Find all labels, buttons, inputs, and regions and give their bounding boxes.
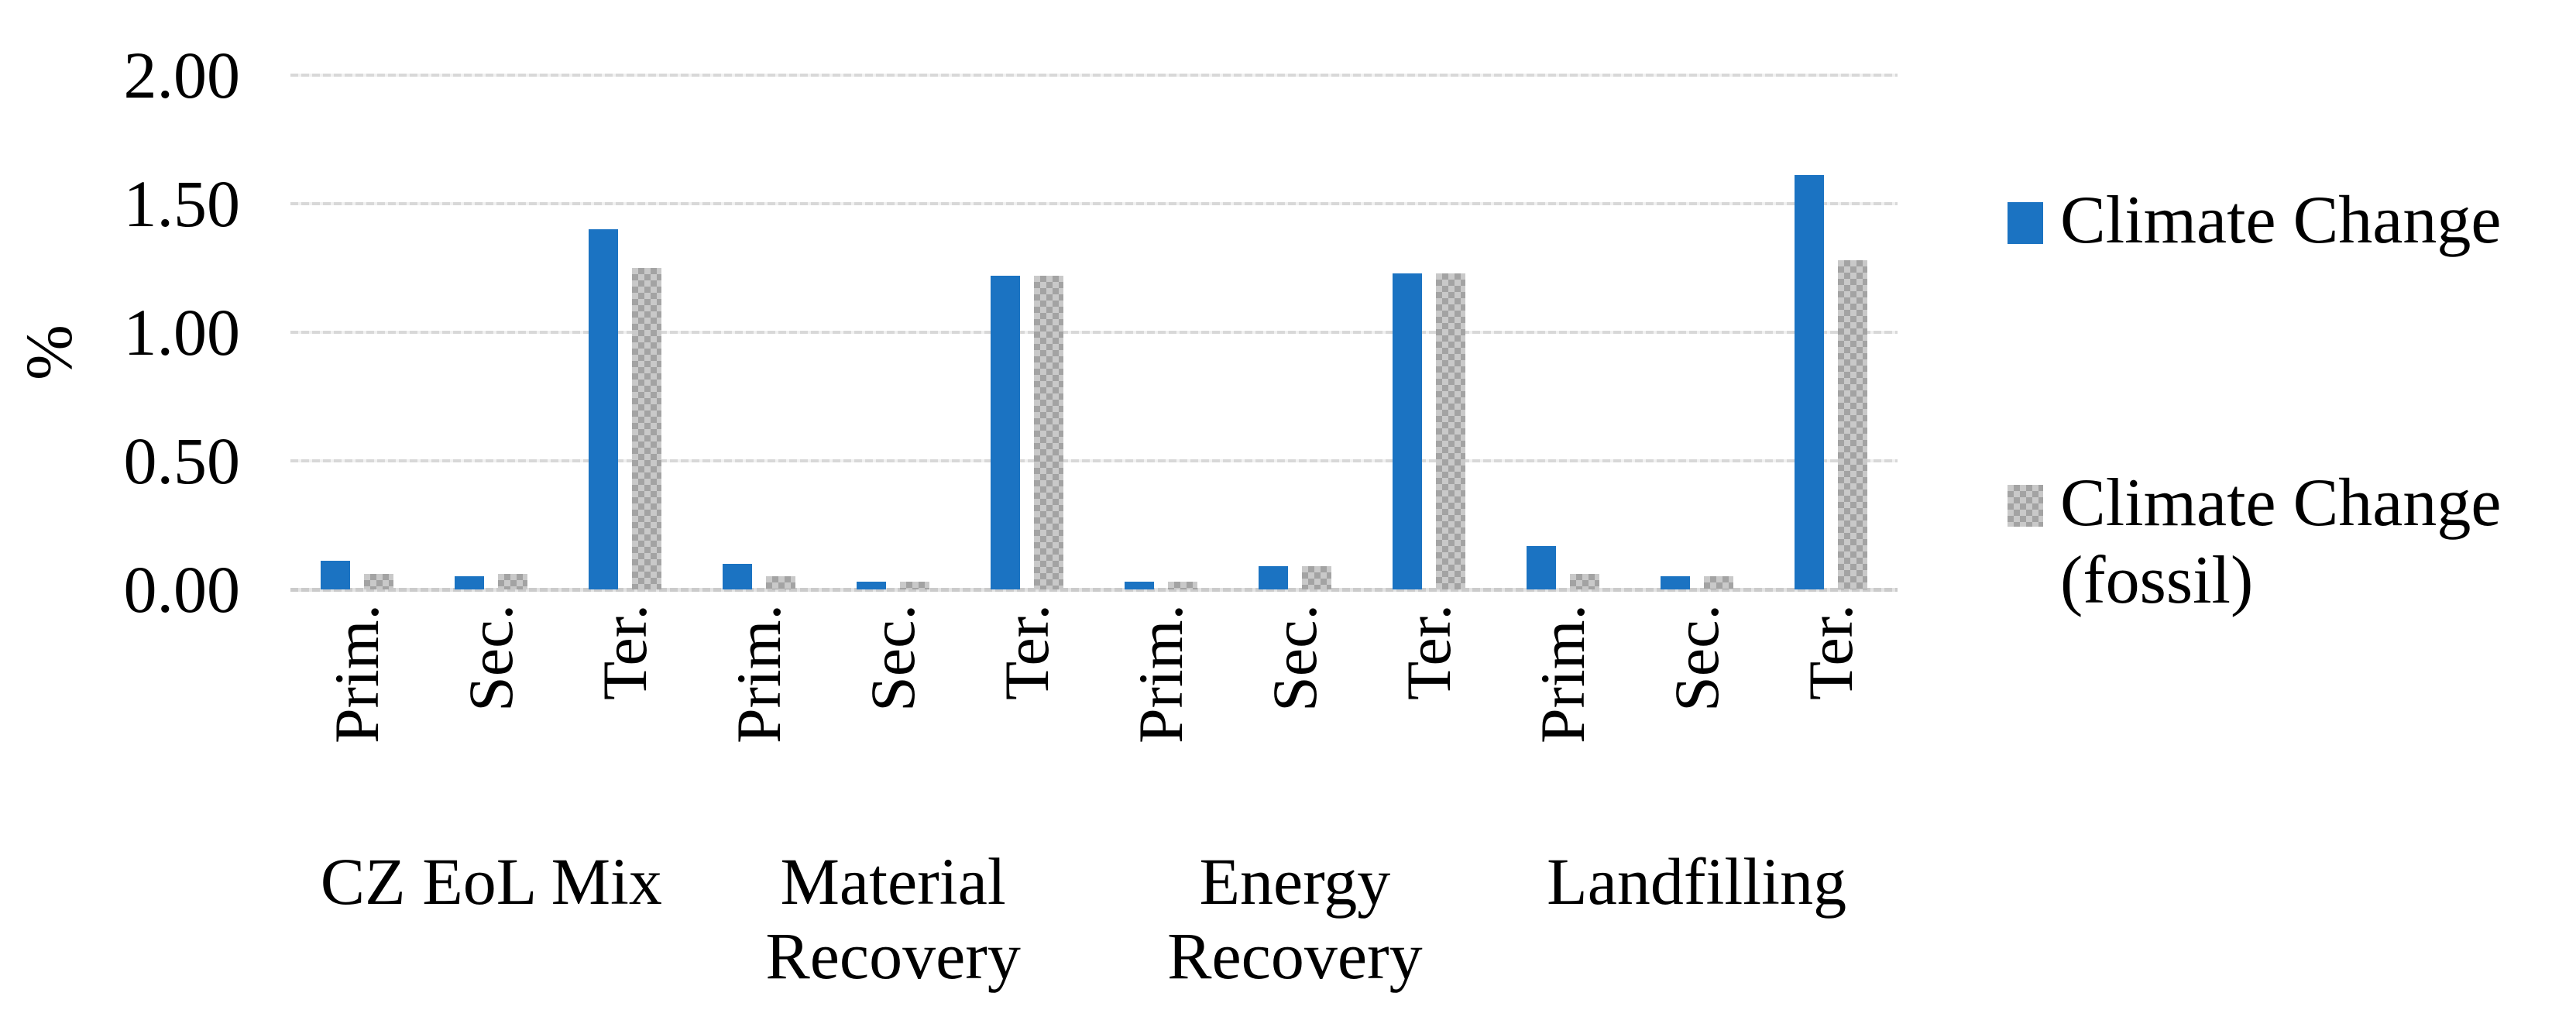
group-label-line: Material [780, 844, 1006, 919]
bar-climate-change-fossil-energy-recovery-prim [1167, 582, 1197, 589]
group-label-line: Recovery [765, 919, 1021, 993]
x-tick-landfilling-ter: Ter. [1795, 604, 1866, 701]
bar-climate-change-fossil-cz-eol-mix-ter [632, 268, 662, 589]
group-label-line: Energy [1199, 844, 1391, 919]
x-axis-line [290, 588, 1898, 592]
legend-label-climate-change: Climate Change [2060, 182, 2501, 259]
y-tick-label-1.50: 1.50 [123, 167, 241, 241]
x-tick-cz-eol-mix-prim: Prim. [321, 604, 393, 744]
group-label-line: CZ EoL Mix [320, 844, 662, 919]
bar-climate-change-material-recovery-prim [723, 564, 753, 589]
group-label-cz-eol-mix: CZ EoL Mix [243, 844, 739, 919]
group-label-material-recovery: Material Recovery [645, 844, 1141, 993]
gridline-0.50 [290, 459, 1898, 462]
x-tick-cz-eol-mix-ter: Ter. [589, 604, 661, 701]
y-tick-label-1.00: 1.00 [123, 295, 241, 369]
x-tick-landfilling-sec: Sec. [1661, 604, 1732, 712]
bar-climate-change-cz-eol-mix-ter [589, 229, 619, 589]
bar-climate-change-energy-recovery-sec [1258, 566, 1288, 589]
bar-climate-change-fossil-cz-eol-mix-prim [364, 574, 394, 589]
bar-climate-change-fossil-energy-recovery-ter [1435, 273, 1465, 589]
legend-entry-climate-change: Climate Change [2008, 182, 2501, 259]
gridline-1.00 [290, 331, 1898, 334]
gridline-1.50 [290, 202, 1898, 205]
legend-entry-climate-change-fossil: Climate Change (fossil) [2008, 465, 2501, 620]
group-label-line: Recovery [1167, 919, 1423, 993]
bar-climate-change-fossil-landfilling-ter [1837, 260, 1867, 589]
legend-marker-climate-change [2008, 202, 2043, 244]
y-tick-label-0.00: 0.00 [123, 552, 241, 627]
bar-climate-change-fossil-material-recovery-prim [766, 576, 796, 589]
x-tick-energy-recovery-prim: Prim. [1125, 604, 1196, 744]
bar-climate-change-material-recovery-sec [857, 582, 887, 589]
x-tick-energy-recovery-sec: Sec. [1259, 604, 1330, 712]
legend-label-line: (fossil) [2060, 543, 2254, 618]
gridline-2.00 [290, 74, 1898, 77]
bar-climate-change-landfilling-ter [1794, 175, 1824, 589]
y-tick-label-0.50: 0.50 [123, 424, 241, 498]
bar-climate-change-landfilling-prim [1526, 546, 1556, 589]
bar-climate-change-landfilling-sec [1660, 576, 1690, 589]
y-tick-label-2.00: 2.00 [123, 38, 241, 112]
group-label-energy-recovery: Energy Recovery [1047, 844, 1543, 993]
x-tick-landfilling-prim: Prim. [1527, 604, 1598, 744]
bar-climate-change-fossil-material-recovery-ter [1034, 276, 1064, 589]
bar-climate-change-cz-eol-mix-prim [321, 561, 351, 589]
bar-climate-change-fossil-cz-eol-mix-sec [498, 574, 528, 589]
bar-climate-change-energy-recovery-ter [1392, 273, 1422, 589]
group-label-landfilling: Landfilling [1449, 844, 1945, 919]
legend-label-climate-change-fossil: Climate Change (fossil) [2060, 465, 2501, 620]
x-tick-material-recovery-ter: Ter. [991, 604, 1063, 701]
x-tick-energy-recovery-ter: Ter. [1393, 604, 1464, 701]
x-tick-material-recovery-sec: Sec. [857, 604, 929, 712]
bar-climate-change-fossil-landfilling-prim [1569, 574, 1599, 589]
group-label-line: Landfilling [1547, 844, 1847, 919]
x-tick-cz-eol-mix-sec: Sec. [455, 604, 527, 712]
bar-climate-change-material-recovery-ter [991, 276, 1021, 589]
bar-climate-change-fossil-material-recovery-sec [900, 582, 930, 589]
bar-climate-change-energy-recovery-prim [1124, 582, 1154, 589]
bar-climate-change-fossil-landfilling-sec [1703, 576, 1733, 589]
bar-climate-change-cz-eol-mix-sec [455, 576, 485, 589]
legend-label-line: Climate Change [2060, 465, 2502, 541]
legend-marker-climate-change-fossil [2008, 485, 2043, 527]
bar-climate-change-fossil-energy-recovery-sec [1301, 566, 1331, 589]
legend-label-line: Climate Change [2060, 183, 2502, 258]
x-tick-material-recovery-prim: Prim. [723, 604, 795, 744]
